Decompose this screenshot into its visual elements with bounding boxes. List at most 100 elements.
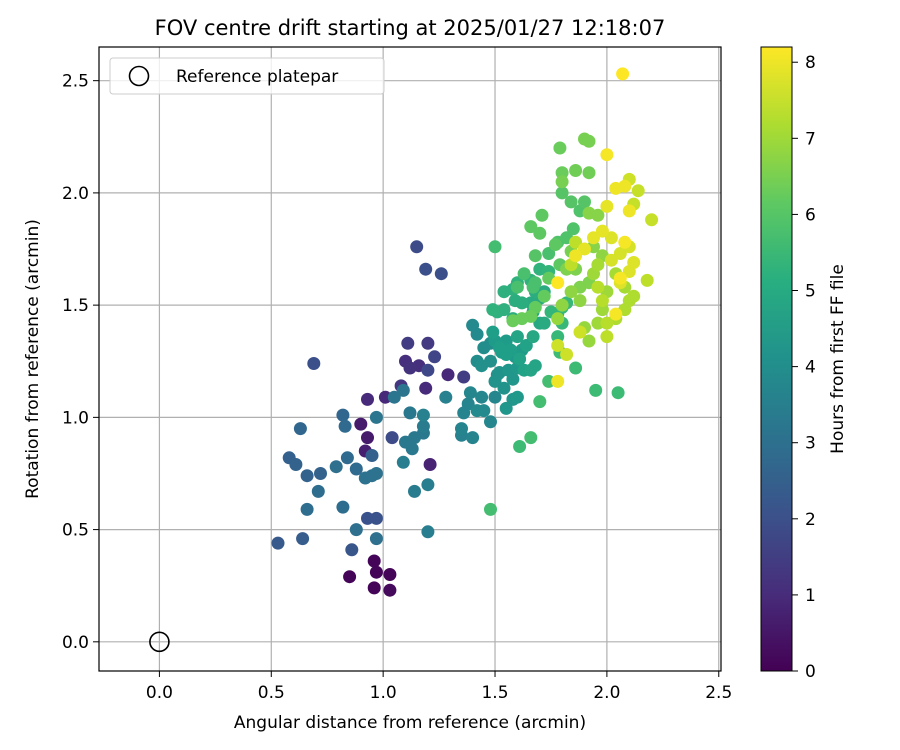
data-point [369,532,383,546]
data-point [461,397,475,411]
colorbar-tick-label: 0 [805,662,816,682]
data-point [537,289,551,303]
data-point [486,325,500,339]
data-point [484,502,497,516]
data-point [526,330,540,344]
data-point [434,267,448,281]
data-point [569,164,583,177]
data-point [569,361,583,375]
data-point [401,336,415,350]
data-point [604,231,618,245]
data-point [289,458,303,471]
data-point [519,339,533,352]
data-point [517,267,531,281]
data-point [513,440,527,453]
data-point [470,327,484,341]
data-point [497,381,511,395]
data-point [613,247,627,260]
data-point [311,484,325,498]
data-point [555,166,569,180]
data-point [338,419,352,433]
x-tick-label: 2.0 [593,683,620,703]
data-point [595,224,609,238]
data-point [367,554,381,568]
data-point [551,276,565,290]
data-point [419,262,433,276]
data-point [622,265,636,278]
data-point [416,408,430,422]
y-tick-label: 1.5 [62,296,89,316]
data-point [349,523,363,537]
data-point [336,408,350,422]
data-point [271,536,285,550]
data-point [631,184,645,198]
data-point [300,469,314,483]
data-point [455,422,468,436]
data-point [595,294,609,308]
data-point [405,442,419,456]
data-point [349,462,363,476]
data-point [618,235,632,249]
data-point [600,330,614,344]
colorbar-tick-label: 6 [805,205,816,225]
data-point [475,359,489,373]
chart-title: FOV centre drift starting at 2025/01/27 … [155,16,666,40]
data-point [423,458,437,471]
data-point [528,276,542,290]
data-point [555,175,569,189]
data-point [618,179,632,193]
legend-box [109,57,385,95]
data-point [421,336,435,350]
reference-platepar-marker [149,631,170,653]
data-point [488,390,502,404]
data-point [537,316,551,330]
data-point [329,460,343,474]
data-point [551,339,565,352]
y-tick-label: 0.0 [62,633,89,653]
data-point [369,511,383,525]
data-point [555,186,569,200]
data-point [421,525,435,539]
data-point [566,222,580,236]
data-point [403,361,417,375]
x-tick-label: 1.0 [370,683,397,703]
data-point [293,422,307,436]
data-point [296,532,310,546]
data-point [383,568,397,581]
data-point [421,478,435,492]
data-point [387,390,401,404]
x-axis-ticks: 0.0 0.5 1.0 1.5 2.0 2.5 [146,671,732,703]
data-point [640,273,654,287]
data-point [600,148,614,162]
x-tick-label: 0.0 [146,683,173,703]
data-point [369,565,383,579]
data-point [300,502,314,516]
y-axis-label: Rotation from reference (arcmin) [23,219,43,499]
data-point [560,348,574,361]
data-point [343,570,357,584]
data-point [591,280,605,294]
data-point [354,417,368,431]
colorbar [760,46,793,672]
data-point [475,390,489,404]
data-point [524,220,538,234]
y-tick-label: 1.0 [62,408,89,428]
data-point [336,500,350,514]
data-point [463,386,477,400]
data-point [591,316,605,330]
data-point [627,289,641,303]
data-point [367,581,381,595]
data-point [396,455,410,469]
data-point [553,141,567,155]
data-point [340,451,354,465]
legend: Reference platepar [109,57,385,95]
data-point [528,359,542,373]
data-point [582,166,596,180]
data-point [510,280,524,294]
colorbar-tick-label: 5 [805,282,816,302]
data-point [587,231,600,245]
data-point [569,249,583,263]
data-point [564,285,578,299]
data-point [419,381,433,395]
